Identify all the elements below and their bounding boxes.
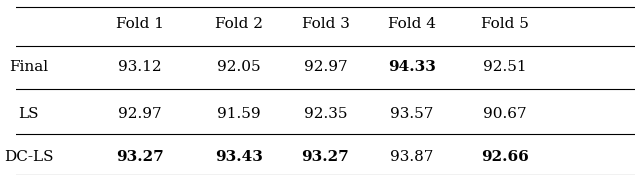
Text: DC-LS: DC-LS xyxy=(4,150,53,164)
Text: 93.27: 93.27 xyxy=(116,150,164,164)
Text: Fold 5: Fold 5 xyxy=(481,17,529,31)
Text: 93.87: 93.87 xyxy=(391,150,434,164)
Text: 93.12: 93.12 xyxy=(118,60,162,74)
Text: 91.59: 91.59 xyxy=(217,107,261,121)
Text: 93.57: 93.57 xyxy=(391,107,434,121)
Text: 92.05: 92.05 xyxy=(217,60,261,74)
Text: 94.33: 94.33 xyxy=(388,60,436,74)
Text: 92.35: 92.35 xyxy=(304,107,347,121)
Text: Final: Final xyxy=(9,60,48,74)
Text: 92.97: 92.97 xyxy=(118,107,162,121)
Text: 92.51: 92.51 xyxy=(483,60,527,74)
Text: 92.66: 92.66 xyxy=(481,150,529,164)
Text: Fold 2: Fold 2 xyxy=(215,17,263,31)
Text: 90.67: 90.67 xyxy=(483,107,527,121)
Text: Fold 1: Fold 1 xyxy=(116,17,164,31)
Text: LS: LS xyxy=(18,107,39,121)
Text: 93.43: 93.43 xyxy=(215,150,263,164)
Text: 93.27: 93.27 xyxy=(301,150,349,164)
Text: 92.97: 92.97 xyxy=(303,60,347,74)
Text: Fold 4: Fold 4 xyxy=(388,17,436,31)
Text: Fold 3: Fold 3 xyxy=(301,17,349,31)
